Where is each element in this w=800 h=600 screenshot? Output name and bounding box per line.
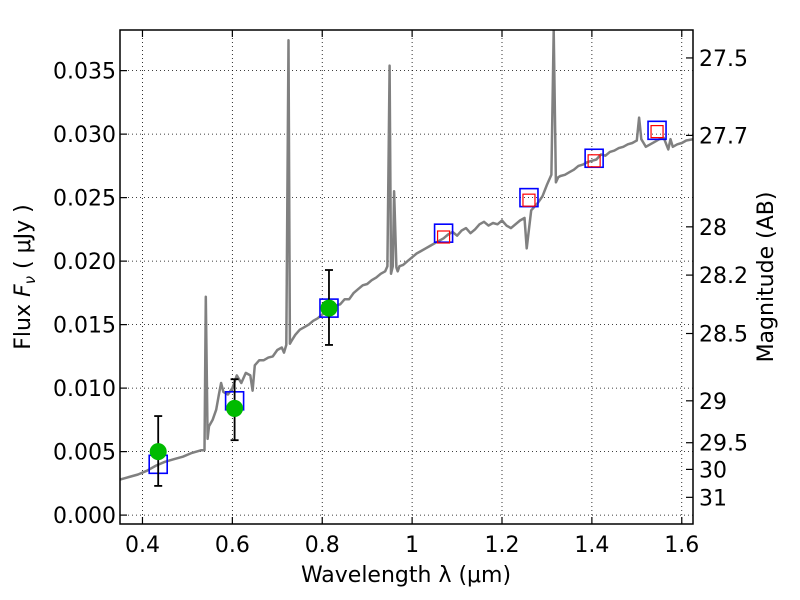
x-axis-label: Wavelength λ (μm): [301, 563, 511, 588]
y-tick-label: 0.005: [53, 441, 116, 466]
y2-tick-label: 31: [699, 486, 727, 511]
detected-point-marker: [226, 399, 244, 417]
y-tick-label: 0.015: [53, 314, 116, 339]
y-tick-label: 0.025: [53, 187, 116, 212]
plot-area: [120, 30, 693, 487]
y2-tick-label: 28: [699, 216, 727, 241]
upper-point-marker: [587, 154, 601, 168]
y-tick-label: 0.000: [53, 504, 116, 529]
model-point-marker: [433, 223, 454, 243]
y2-tick-label: 30: [699, 458, 727, 483]
y-tick-label: 0.035: [53, 60, 116, 85]
y2-axis-label: Magnitude (AB): [754, 192, 779, 363]
y2-tick-label: 29.5: [699, 432, 748, 457]
y2-tick-label: 29: [699, 390, 727, 415]
y-tick-label: 0.030: [53, 123, 116, 148]
y2-tick-label: 27.5: [699, 47, 748, 72]
ticks: 0.4 0.6 0.8 1 1.2 1.4 1.6 0.000 0.005 0.010 0.015 0…: [53, 30, 748, 558]
x-tick-label: 1.6: [664, 533, 699, 558]
upper-point-marker: [650, 124, 664, 139]
y2-tick-label: 27.7: [699, 124, 748, 149]
plot-frame: [119, 29, 694, 525]
x-tick-label: 0.6: [215, 533, 250, 558]
x-tick-label: 0.4: [125, 533, 160, 558]
y2-tick-label: 28.2: [699, 264, 748, 289]
x-tick-label: 1.2: [485, 533, 520, 558]
x-tick-label: 1: [405, 533, 419, 558]
detected-point-marker: [320, 299, 338, 317]
x-tick-label: 1.4: [574, 533, 609, 558]
upper-point-marker: [436, 230, 451, 244]
y-tick-label: 0.010: [53, 377, 116, 402]
y2-tick-label: 28.5: [699, 323, 748, 348]
y-tick-label: 0.020: [53, 250, 116, 275]
y-axis-label: Flux Fν ( μJy ): [11, 204, 39, 349]
detected-point-marker: [149, 443, 167, 461]
x-tick-label: 0.8: [305, 533, 340, 558]
upper-point-marker: [522, 193, 536, 207]
model-point-marker: [647, 120, 667, 141]
